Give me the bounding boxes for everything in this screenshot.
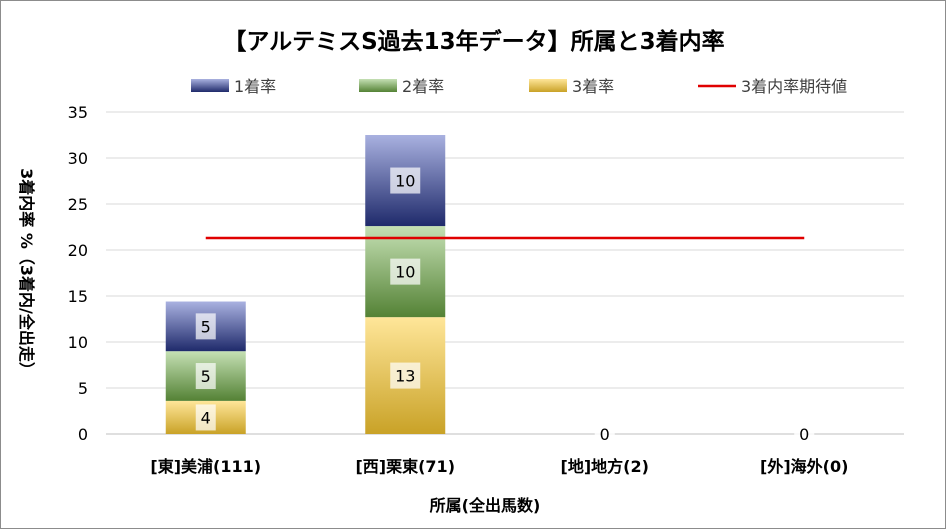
data-label: 4 (201, 408, 211, 427)
y-tick-label: 25 (68, 195, 88, 214)
data-label: 0 (600, 425, 610, 444)
y-axis-title: 3着内率 %（3着内/全出走） (17, 168, 36, 378)
x-category-label: [東]美浦(111) (150, 457, 261, 476)
x-axis-title: 所属(全出馬数) (430, 496, 541, 515)
data-label: 13 (395, 367, 415, 386)
legend-label: 3着内率期待値 (741, 77, 847, 96)
legend-swatch (191, 79, 229, 92)
y-tick-label: 20 (68, 241, 88, 260)
legend: 1着率 2着率 3着率 3着内率期待値 (191, 77, 847, 96)
data-label-bg (794, 421, 815, 447)
data-label: 10 (395, 172, 415, 191)
x-category-label: [西]栗東(71) (355, 457, 455, 476)
y-tick-label: 15 (68, 287, 88, 306)
data-label-bg (390, 258, 421, 285)
x-category-label: [地]地方(2) (561, 457, 649, 476)
legend-label: 2着率 (402, 77, 444, 96)
y-tick-label: 5 (78, 379, 88, 398)
data-label-bg (390, 362, 421, 389)
legend-swatch (359, 79, 397, 92)
data-label-bg (390, 167, 421, 194)
x-axis: [東]美浦(111) [西]栗東(71) [地]地方(2) [外]海外(0) (150, 457, 848, 476)
y-tick-label: 10 (68, 333, 88, 352)
legend-label: 1着率 (234, 77, 276, 96)
data-label: 10 (395, 263, 415, 282)
chart-title: 【アルテミスS過去13年データ】所属と3着内率 (223, 28, 724, 55)
data-label-bg (195, 363, 216, 390)
y-tick-label: 30 (68, 149, 88, 168)
data-label: 5 (201, 317, 211, 336)
data-label-bg (195, 404, 216, 431)
data-label-bg (594, 421, 615, 447)
y-tick-label: 0 (78, 425, 88, 444)
y-axis: 0 5 10 15 20 25 30 35 (68, 103, 88, 444)
data-labels: 4 5 5 13 10 10 0 0 (195, 167, 815, 447)
x-category-label: [外]海外(0) (760, 457, 848, 476)
legend-label: 3着率 (572, 77, 614, 96)
y-tick-label: 35 (68, 103, 88, 122)
legend-swatch (529, 79, 567, 92)
data-label: 0 (799, 425, 809, 444)
data-label-bg (195, 313, 216, 340)
data-label: 5 (201, 367, 211, 386)
